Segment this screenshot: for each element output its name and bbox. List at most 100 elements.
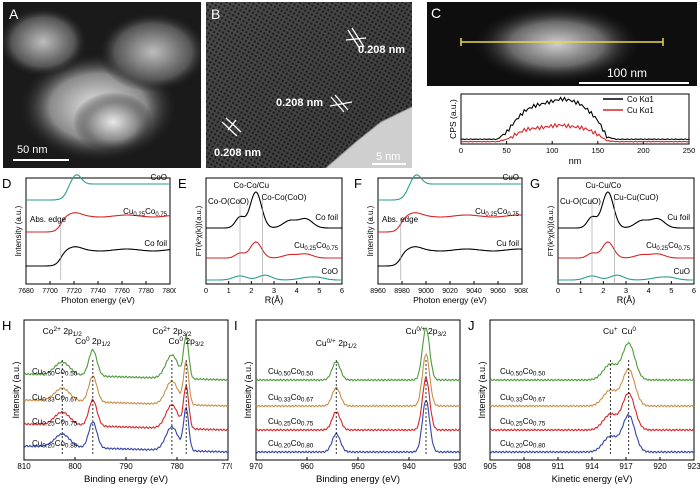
series-label: Cu0.20Co0.80 <box>500 439 546 450</box>
plot-frame <box>25 177 171 285</box>
stem-image-a: A 50 nm <box>3 2 201 168</box>
x-tick-label: 8960 <box>370 288 386 295</box>
x-axis-title: Binding energy (eV) <box>84 474 168 485</box>
abs-edge-label: Abs. edge <box>30 215 67 224</box>
series-label: Cu0.25Co0.75 <box>294 241 338 252</box>
x-axis-title: R(Å) <box>617 295 636 305</box>
x-tick-label: 8980 <box>394 288 410 295</box>
exafs-series <box>206 241 342 259</box>
peak-label: Cu+ <box>603 326 618 336</box>
chart-j-plot: 905 908 911 914 917 920 923 Kinetic energy (eV)… <box>468 318 700 485</box>
exafs-series <box>558 241 694 259</box>
series-label: Cu0.50Co0.50 <box>268 367 314 378</box>
x-tick-label: 7740 <box>90 288 106 295</box>
peak-label: Co0 2p1/2 <box>75 336 111 348</box>
xps-series <box>489 341 695 382</box>
abs-edge-label: Abs. edge <box>382 215 419 224</box>
x-tick-label: 970 <box>249 462 263 471</box>
peak-label: Co-O(CoO) <box>208 197 249 206</box>
chart-d: 7680 7700 7720 7740 7760 7780 7800 Photon energ… <box>0 173 178 314</box>
x-tick-label: 780 <box>170 462 184 471</box>
xps-series <box>255 353 461 408</box>
x-axis-title: R(Å) <box>265 295 284 305</box>
linescan-series <box>460 96 690 141</box>
xps-series <box>489 391 695 432</box>
x-tick-label: 930 <box>453 462 466 471</box>
peak-label: Cu-O(CuO) <box>560 197 601 206</box>
x-axis-title: Photon energy (eV) <box>61 295 135 305</box>
x-tick-label: 6 <box>340 286 344 295</box>
series-label: Co foil <box>315 213 338 222</box>
xps-series <box>23 360 229 408</box>
exafs-series <box>206 274 342 281</box>
chart-f-plot: 8960 8980 9000 9020 9040 9060 9080 Photon energ… <box>354 173 530 305</box>
series-label: Cu0.25Co0.75 <box>500 417 546 428</box>
legend-label: Co Kα1 <box>627 95 654 104</box>
xas-series <box>26 174 170 201</box>
x-tick-label: 923 <box>687 462 700 471</box>
x-tick-label: 9040 <box>466 288 482 295</box>
y-axis-title: Intensity (a.u.) <box>366 205 375 256</box>
linescan-plot: 0 50 100 150 200 250 nm CPS (a.u.) Co Kα1 Cu Kα1 <box>448 93 696 166</box>
series-label: Cu0.25Co0.75 <box>475 207 519 218</box>
chart-h-plot: 810 800 790 780 770 Binding energy (eV) Intens… <box>2 318 235 485</box>
x-tick-label: 911 <box>552 462 565 471</box>
y-axis-title: Intensity (a.u.) <box>14 205 23 256</box>
xps-series <box>489 367 695 408</box>
x-tick-label: 0 <box>459 146 463 155</box>
series-label: Cu0.33Co0.67 <box>500 393 546 404</box>
panel-label: E <box>178 176 187 191</box>
x-tick-label: 9020 <box>442 288 458 295</box>
x-tick-label: 250 <box>683 146 696 155</box>
x-tick-label: 9060 <box>490 288 506 295</box>
peak-label: Cu0/+ 2p3/2 <box>406 326 447 338</box>
x-tick-label: 5 <box>317 286 321 295</box>
hrtem-image-b: B 0.208 nm 0.208 nm 0.208 nm 5 nm <box>206 2 412 168</box>
panel-label: H <box>2 318 11 333</box>
x-tick-label: 914 <box>585 462 599 471</box>
plot-frame <box>489 319 695 461</box>
peak-label: Co2+ 2p1/2 <box>43 326 83 338</box>
chart-e-plot: 0 1 2 3 4 5 6 R(Å) FT(k²χ(k))(a.u.) E Co foil Cu0.2… <box>178 176 344 305</box>
x-tick-label: 800 <box>68 462 82 471</box>
peak-label: Cu-Cu(CuO) <box>614 193 659 202</box>
series-label: CuO <box>503 174 519 182</box>
panel-label: G <box>530 176 540 191</box>
y-axis-title: Intensity (a.u.) <box>477 361 487 418</box>
x-tick-label: 9080 <box>514 288 528 295</box>
scale-label-c: 100 nm <box>607 66 648 80</box>
x-tick-label: 950 <box>351 462 365 471</box>
peak-label: Co2+ 2p3/2 <box>152 326 192 338</box>
x-tick-label: 7700 <box>42 288 58 295</box>
scale-label-b: 5 nm <box>376 151 401 163</box>
x-tick-label: 7800 <box>162 288 176 295</box>
peak-label: Cu-Cu/Co <box>586 181 622 190</box>
panel-label-c: C <box>431 5 442 21</box>
series-label: Cu0.25Co0.75 <box>646 241 690 252</box>
x-axis-title: Binding energy (eV) <box>316 474 400 485</box>
peak-label: Co-Co(CoO) <box>262 193 307 202</box>
peak-label: Cu0 <box>621 326 636 336</box>
chart-j: 905 908 911 914 917 920 923 Kinetic energy (eV)… <box>466 316 700 490</box>
x-tick-label: 960 <box>300 462 314 471</box>
xps-series <box>255 377 461 432</box>
scale-label-a: 50 nm <box>17 144 48 156</box>
panel-label-a: A <box>9 6 19 22</box>
panel-label: D <box>2 176 11 191</box>
x-tick-label: 1 <box>579 286 583 295</box>
xps-series <box>489 413 695 454</box>
chart-d-plot: 7680 7700 7720 7740 7760 7780 7800 Photon energ… <box>2 173 178 305</box>
x-tick-label: 908 <box>517 462 531 471</box>
x-tick-label: 810 <box>17 462 31 471</box>
series-label: Cu0.25Co0.75 <box>123 207 167 218</box>
peak-label: Co0 2p3/2 <box>168 336 204 348</box>
stem-image-c-graphic <box>460 4 664 84</box>
series-label: Cu0.25Co0.75 <box>32 417 78 428</box>
d-spacing-label-2: 0.208 nm <box>276 97 324 109</box>
xas-series <box>26 246 171 267</box>
x-tick-label: 7680 <box>18 288 34 295</box>
x-tick-label: 1 <box>227 286 231 295</box>
exafs-series <box>206 191 342 229</box>
xas-series <box>26 212 171 233</box>
y-axis-title: FT(k²χ(k))(a.u.) <box>194 205 203 256</box>
